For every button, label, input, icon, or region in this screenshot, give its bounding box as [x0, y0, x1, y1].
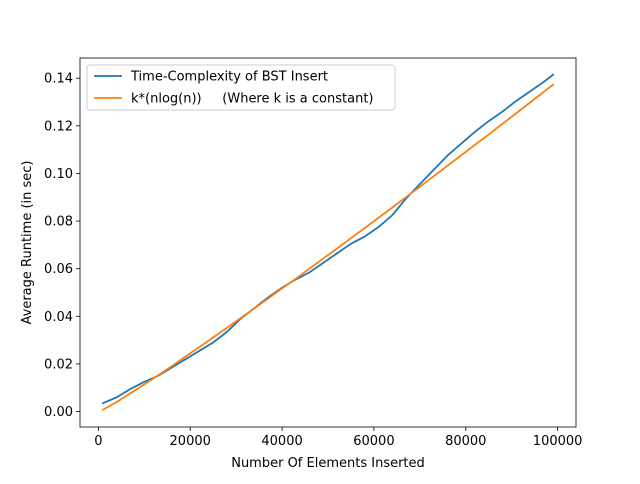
y-tick-label: 0.12: [44, 119, 73, 134]
y-axis-ticks: 0.00 0.02 0.04 0.06 0.08 0.10 0.12 0.14: [44, 72, 80, 420]
axes-frame: [79, 57, 577, 428]
y-axis-label: Average Runtime (in sec): [20, 161, 35, 325]
x-tick-label: 60000: [353, 434, 394, 449]
legend: Time-Complexity of BST Insert k*(nlog(n)…: [86, 64, 396, 111]
series-line-nlogn: [101, 83, 555, 411]
legend-box: [86, 64, 396, 111]
series-line-bst-insert: [101, 73, 555, 405]
x-tick-label: 100000: [533, 434, 583, 449]
plot-lines: [101, 73, 555, 411]
x-tick-label: 40000: [261, 434, 302, 449]
y-tick-label: 0.06: [44, 262, 73, 277]
x-tick-label: 0: [94, 434, 102, 449]
y-tick-label: 0.00: [44, 405, 73, 420]
legend-label-nlogn: k*(nlog(n)) (Where k is a constant): [131, 92, 374, 107]
x-tick-label: 20000: [170, 434, 211, 449]
y-tick-label: 0.14: [44, 72, 73, 87]
legend-label-bst-insert: Time-Complexity of BST Insert: [130, 70, 328, 85]
y-tick-label: 0.10: [44, 167, 73, 182]
x-axis-ticks: 0 20000 40000 60000 80000 100000: [94, 427, 582, 449]
x-axis-label: Number Of Elements Inserted: [231, 456, 425, 471]
y-tick-label: 0.02: [44, 357, 73, 372]
y-tick-label: 0.08: [44, 215, 73, 230]
y-tick-label: 0.04: [44, 310, 73, 325]
x-tick-label: 80000: [445, 434, 486, 449]
